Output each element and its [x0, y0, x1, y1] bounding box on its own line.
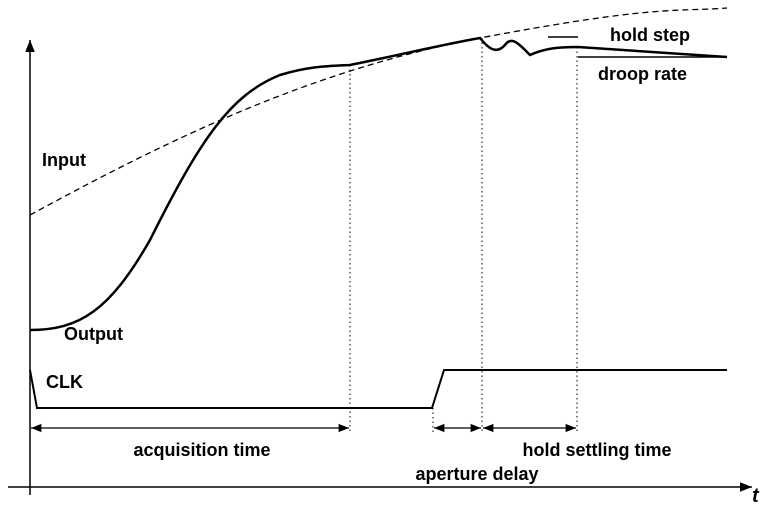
acquisition-time-label: acquisition time — [133, 440, 270, 460]
t-axis-label: t — [752, 485, 760, 506]
input-label: Input — [42, 150, 86, 170]
input-curve — [29, 7, 728, 216]
droop-rate-label: droop rate — [598, 64, 687, 84]
output-label: Output — [64, 324, 123, 344]
hold-step-label: hold step — [610, 25, 690, 45]
guide-lines — [349, 38, 578, 432]
clk-label: CLK — [46, 372, 83, 392]
hold-settling-time-label: hold settling time — [522, 440, 671, 460]
aperture-delay-label: aperture delay — [415, 464, 538, 484]
output-curve — [29, 36, 728, 332]
clk-signal — [29, 369, 727, 409]
